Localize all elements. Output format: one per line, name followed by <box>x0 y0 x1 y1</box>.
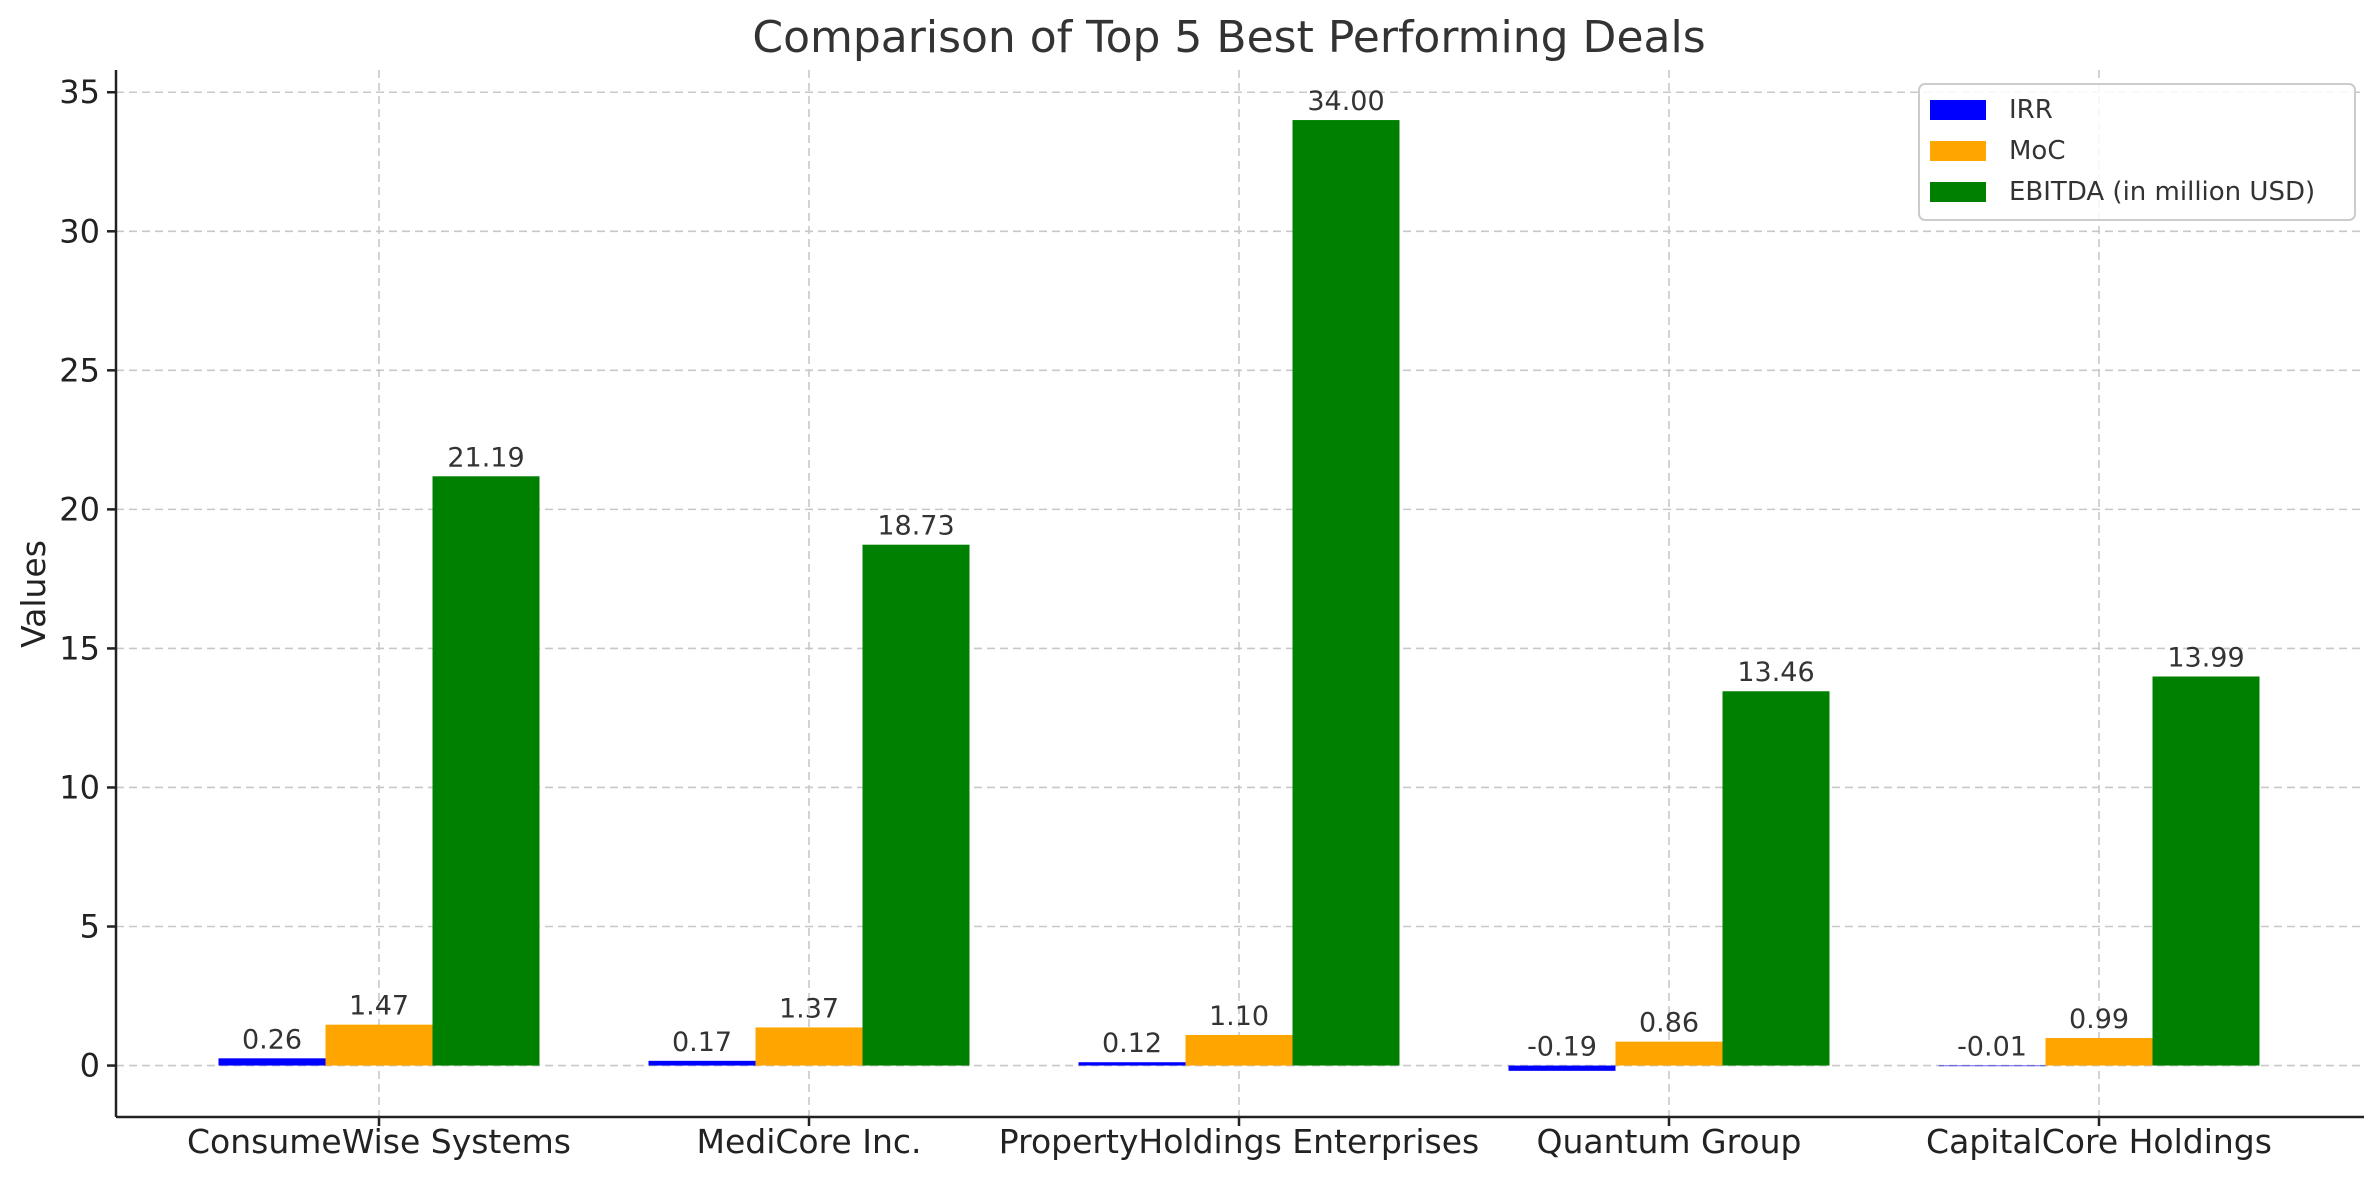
value-labels: 0.26 0.17 0.12 -0.19 -0.01 1.47 1.37 1.10 0.86 0.… <box>242 86 2245 1062</box>
legend-label: MoC <box>2009 136 2066 166</box>
legend: IRR MoC EBITDA (in million USD) <box>1918 83 2356 221</box>
legend-label: EBITDA (in million USD) <box>2009 177 2315 207</box>
bar-value-label: 1.47 <box>349 991 409 1022</box>
bar-irr <box>218 1058 326 1066</box>
bar-value-label: 0.12 <box>1102 1028 1162 1059</box>
bar-value-label: 1.37 <box>779 993 839 1024</box>
x-tick-label: ConsumeWise Systems <box>187 1122 571 1161</box>
bar-value-label: 1.10 <box>1209 1001 1269 1032</box>
bar-value-label: 21.19 <box>447 442 524 473</box>
y-tick-label: 30 <box>59 212 100 250</box>
bar-ebitda <box>862 544 970 1066</box>
legend-swatch-ebitda <box>1930 182 1986 202</box>
bar-ebitda <box>2152 676 2260 1066</box>
y-tick-label: 10 <box>59 768 100 806</box>
bar-value-label: -0.19 <box>1527 1032 1597 1063</box>
y-tick-label: 0 <box>80 1047 100 1085</box>
bar-irr <box>1508 1065 1616 1071</box>
bar-value-label: 13.99 <box>2167 643 2244 674</box>
y-tick-label: 5 <box>80 908 100 946</box>
chart-title: Comparison of Top 5 Best Performing Deal… <box>752 12 1705 63</box>
y-tick-label: 15 <box>59 629 100 667</box>
bar-ebitda <box>1292 120 1400 1066</box>
y-tick-label: 20 <box>59 490 100 528</box>
x-tick-label: Quantum Group <box>1537 1122 1802 1161</box>
bar-moc <box>2045 1038 2153 1066</box>
axes: 0 5 10 15 20 25 30 35 ConsumeWise Systems MediCor… <box>59 70 2364 1161</box>
x-tick-label: PropertyHoldings Enterprises <box>999 1122 1479 1161</box>
bar-moc <box>1185 1034 1293 1066</box>
bar-value-label: 0.99 <box>2069 1004 2129 1035</box>
bars <box>218 120 2260 1071</box>
y-tick-label: 35 <box>59 73 100 111</box>
bar-value-label: 13.46 <box>1737 657 1814 688</box>
bar-value-label: 0.17 <box>672 1027 732 1058</box>
y-axis-label: Values <box>14 540 53 648</box>
bar-irr <box>1078 1062 1186 1066</box>
legend-swatch-moc <box>1930 141 1986 161</box>
x-tick-label: MediCore Inc. <box>696 1122 921 1161</box>
legend-box <box>1918 83 2356 221</box>
bar-ebitda <box>1722 691 1830 1066</box>
bar-value-label: 0.86 <box>1639 1008 1699 1039</box>
bar-irr <box>648 1060 756 1066</box>
bar-value-label: 0.26 <box>242 1024 302 1055</box>
bar-moc <box>755 1027 863 1066</box>
legend-label: IRR <box>2009 95 2053 125</box>
bar-moc <box>1615 1041 1723 1066</box>
bar-value-label: 34.00 <box>1307 86 1384 117</box>
bar-ebitda <box>432 476 540 1066</box>
bar-value-label: -0.01 <box>1957 1032 2027 1063</box>
bar-irr <box>1938 1065 2046 1067</box>
x-tick-label: CapitalCore Holdings <box>1926 1122 2272 1161</box>
bar-value-label: 18.73 <box>877 511 954 542</box>
bar-moc <box>325 1024 433 1066</box>
legend-swatch-irr <box>1930 100 1986 120</box>
y-tick-label: 25 <box>59 351 100 389</box>
